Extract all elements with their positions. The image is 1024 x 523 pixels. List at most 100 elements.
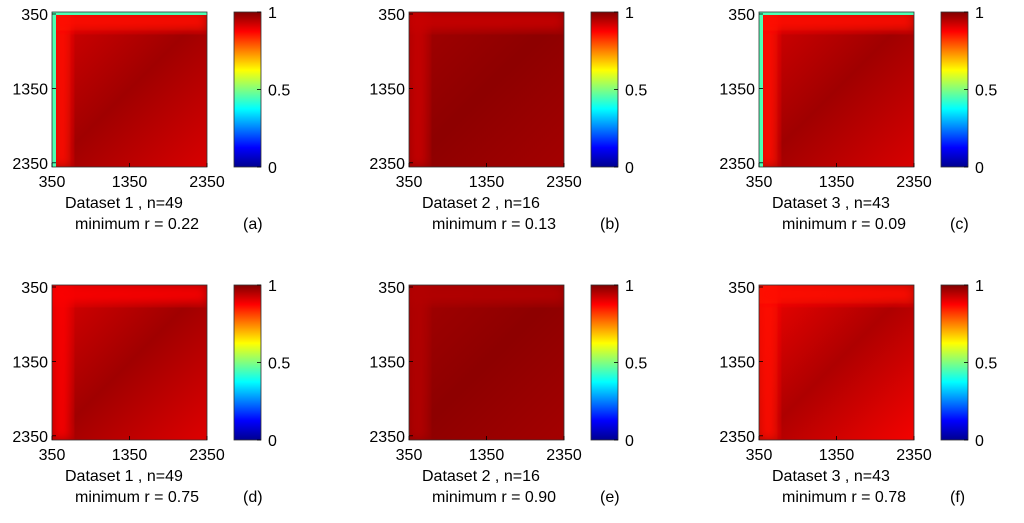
minimum-r-caption: minimum r = 0.09 — [782, 216, 907, 233]
colorbar-tick-label: 1 — [625, 278, 634, 295]
x-tick-label: 1350 — [112, 174, 148, 191]
y-tick-label: 1350 — [12, 354, 48, 371]
heatmap-panel: 350 1350 2350 350 1350 2350 1 0.5 0 Dataset 3 , n… — [707, 0, 1024, 250]
heatmap-edge-zone-top — [52, 285, 207, 304]
y-tick-label: 2350 — [12, 429, 48, 446]
heatmap-edge-strip-left — [52, 12, 56, 167]
dataset-caption: Dataset 3 , n=43 — [772, 195, 890, 212]
colorbar-tick-label: 1 — [975, 5, 984, 22]
heatmap-edge-strip-top — [759, 12, 914, 15]
minimum-r-caption: minimum r = 0.13 — [432, 216, 557, 233]
x-tick-label: 350 — [396, 447, 423, 464]
heatmap-edge-zone-left — [409, 285, 428, 440]
heatmap-panel: 350 1350 2350 350 1350 2350 1 0.5 0 Dataset 2 , n… — [357, 273, 687, 523]
colorbar-tick-label: 1 — [268, 5, 277, 22]
y-tick-label: 1350 — [719, 354, 755, 371]
colorbar-tick-label: 0.5 — [975, 83, 997, 100]
y-tick-label: 2350 — [369, 156, 405, 173]
colorbar-tick-label: 0.5 — [975, 356, 997, 373]
y-tick-label: 2350 — [369, 429, 405, 446]
heatmap-diagonal-cell — [409, 285, 564, 440]
panel-label: (a) — [243, 216, 263, 233]
y-tick-label: 1350 — [369, 81, 405, 98]
colorbar — [590, 11, 619, 168]
heatmap-diagonal-cell — [759, 285, 914, 440]
colorbar — [233, 11, 262, 168]
x-tick-label: 1350 — [819, 447, 855, 464]
colorbar-tick-label: 0.5 — [625, 83, 647, 100]
x-tick-label: 1350 — [469, 174, 505, 191]
x-tick-label: 350 — [39, 174, 66, 191]
colorbar-tick-label: 0.5 — [268, 356, 290, 373]
colorbar — [590, 284, 619, 441]
heatmap-edge-zone-top — [52, 12, 207, 31]
x-tick-label: 2350 — [546, 174, 582, 191]
y-tick-label: 2350 — [719, 429, 755, 446]
heatmap-edge-zone-left — [759, 12, 778, 167]
heatmap-edge-zone-left — [759, 285, 778, 440]
y-tick-label: 1350 — [12, 81, 48, 98]
y-tick-label: 350 — [378, 7, 405, 24]
y-tick-label: 350 — [378, 280, 405, 297]
colorbar — [940, 11, 969, 168]
x-tick-label: 1350 — [112, 447, 148, 464]
y-tick-label: 2350 — [12, 156, 48, 173]
y-tick-label: 1350 — [369, 354, 405, 371]
x-tick-label: 1350 — [819, 174, 855, 191]
x-tick-label: 350 — [39, 447, 66, 464]
heatmap-diagonal-cell — [409, 12, 564, 167]
x-tick-label: 2350 — [189, 174, 225, 191]
colorbar-tick-label: 0 — [625, 160, 634, 177]
colorbar-tick-label: 1 — [625, 5, 634, 22]
dataset-caption: Dataset 2 , n=16 — [422, 468, 540, 485]
heatmap-edge-zone-top — [759, 285, 914, 304]
y-tick-label: 350 — [21, 280, 48, 297]
panel-label: (e) — [600, 489, 620, 506]
heatmap-edge-zone-left — [52, 12, 71, 167]
x-tick-label: 2350 — [896, 174, 932, 191]
colorbar-tick-label: 0.5 — [625, 356, 647, 373]
x-tick-label: 1350 — [469, 447, 505, 464]
y-tick-label: 1350 — [719, 81, 755, 98]
x-tick-label: 350 — [746, 447, 773, 464]
dataset-caption: Dataset 1 , n=49 — [65, 195, 183, 212]
heatmap-panel: 350 1350 2350 350 1350 2350 1 0.5 0 Dataset 3 , n… — [707, 273, 1024, 523]
dataset-caption: Dataset 3 , n=43 — [772, 468, 890, 485]
heatmap-edge-strip-top — [52, 12, 207, 15]
heatmap-panel: 350 1350 2350 350 1350 2350 1 0.5 0 Dataset 1 , n… — [0, 273, 330, 523]
y-tick-label: 350 — [728, 280, 755, 297]
colorbar-tick-label: 0 — [268, 160, 277, 177]
heatmap-edge-zone-left — [409, 12, 428, 167]
heatmap-edge-zone-top — [409, 285, 564, 304]
heatmap-panel: 350 1350 2350 350 1350 2350 1 0.5 0 Dataset 1 , n… — [0, 0, 330, 250]
x-tick-label: 2350 — [546, 447, 582, 464]
x-tick-label: 350 — [746, 174, 773, 191]
heatmap-diagonal-cell — [759, 12, 914, 167]
colorbar-tick-label: 0 — [625, 433, 634, 450]
heatmap-edge-zone-top — [759, 12, 914, 31]
panel-label: (b) — [600, 216, 620, 233]
colorbar-tick-label: 0 — [975, 433, 984, 450]
colorbar-tick-label: 1 — [268, 278, 277, 295]
panel-label: (c) — [950, 216, 969, 233]
colorbar — [940, 284, 969, 441]
heatmap-diagonal-cell — [52, 285, 207, 440]
x-tick-label: 2350 — [896, 447, 932, 464]
minimum-r-caption: minimum r = 0.90 — [432, 489, 557, 506]
y-tick-label: 350 — [21, 7, 48, 24]
heatmap-edge-zone-left — [52, 285, 71, 440]
minimum-r-caption: minimum r = 0.22 — [75, 216, 200, 233]
heatmap-diagonal-cell — [52, 12, 207, 167]
dataset-caption: Dataset 2 , n=16 — [422, 195, 540, 212]
panel-label: (f) — [950, 489, 966, 506]
heatmap-edge-strip-left — [759, 12, 763, 167]
colorbar-tick-label: 0 — [975, 160, 984, 177]
x-tick-label: 2350 — [189, 447, 225, 464]
colorbar — [233, 284, 262, 441]
colorbar-tick-label: 1 — [975, 278, 984, 295]
